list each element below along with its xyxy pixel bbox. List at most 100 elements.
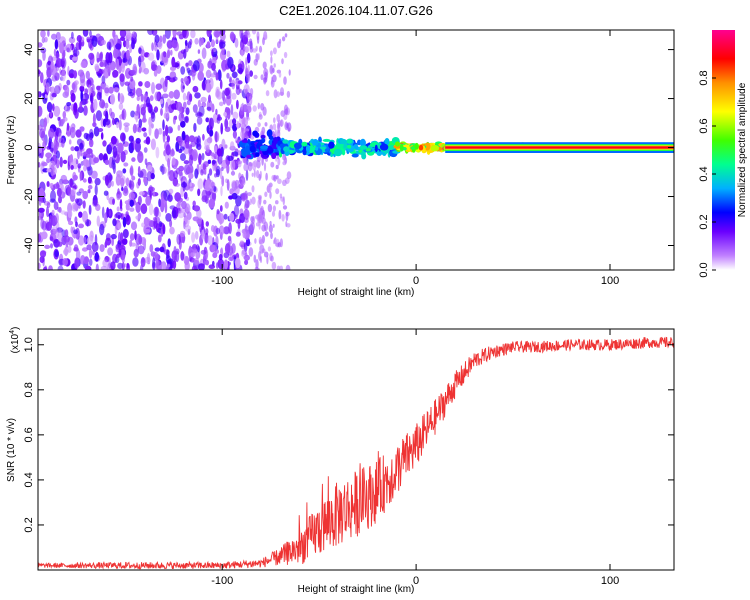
- heatmap-cell: [85, 70, 91, 80]
- heatmap-cell: [159, 35, 163, 43]
- heatmap-cell: [112, 30, 116, 39]
- heatmap-cell: [315, 146, 319, 151]
- heatmap-cell: [286, 223, 291, 228]
- heatmap-cell: [205, 221, 209, 227]
- heatmap-cell: [90, 152, 94, 159]
- heatmap-cell: [215, 108, 218, 115]
- heatmap-cell: [104, 84, 110, 97]
- heatmap-cell: [47, 60, 52, 66]
- heatmap-cell: [216, 165, 221, 176]
- heatmap-cell: [219, 79, 223, 90]
- heatmap-cell: [94, 251, 100, 262]
- heatmap-cell: [108, 257, 111, 269]
- heatmap-cell: [201, 219, 204, 230]
- heatmap-cell: [208, 198, 215, 209]
- heatmap-cell: [149, 95, 154, 102]
- heatmap-cell: [191, 149, 198, 162]
- heatmap-cell: [230, 159, 236, 171]
- heatmap-cell: [235, 86, 241, 96]
- spectrogram-x-label: Height of straight line (km): [298, 287, 415, 298]
- heatmap-cell: [320, 146, 326, 150]
- heatmap-cell: [201, 47, 207, 60]
- spectrogram-frame: [37, 29, 675, 271]
- heatmap-cell: [104, 241, 108, 249]
- heatmap-cell: [224, 126, 231, 133]
- heatmap-cell: [108, 209, 112, 217]
- heatmap-cell: [241, 139, 248, 143]
- heatmap-cell: [237, 67, 244, 74]
- heatmap-cell: [221, 175, 225, 187]
- heatmap-cell: [83, 236, 87, 245]
- heatmap-cell: [206, 41, 211, 49]
- heatmap-cell: [242, 231, 247, 239]
- heatmap-cell: [132, 257, 139, 267]
- heatmap-cell: [113, 87, 120, 93]
- heatmap-cell: [140, 168, 147, 179]
- heatmap-cell: [96, 57, 101, 63]
- heatmap-cell: [185, 62, 189, 67]
- heatmap-cell: [182, 92, 187, 101]
- heatmap-cell: [226, 72, 230, 79]
- heatmap-cell: [262, 209, 266, 219]
- heatmap-cell: [305, 144, 311, 153]
- heatmap-cell: [264, 231, 269, 237]
- heatmap-cell: [264, 71, 268, 81]
- heatmap-cell: [293, 142, 302, 149]
- heatmap-cell: [115, 43, 122, 50]
- heatmap-cell: [192, 200, 196, 207]
- snr-scale-exponent: 4: [9, 330, 16, 334]
- heatmap-cell: [170, 66, 176, 71]
- heatmap-cell: [92, 113, 96, 125]
- heatmap-cell: [184, 203, 191, 215]
- heatmap-cell: [241, 174, 244, 179]
- heatmap-cell: [284, 108, 289, 115]
- heatmap-cell: [118, 119, 122, 131]
- heatmap-cell: [229, 251, 234, 262]
- heatmap-cell: [71, 31, 74, 39]
- heatmap-cell: [165, 124, 169, 137]
- heatmap-cell: [74, 80, 79, 86]
- heatmap-cell: [251, 172, 254, 177]
- heatmap-cell: [132, 123, 137, 134]
- heatmap-cell: [183, 116, 189, 123]
- heatmap-cell: [225, 87, 232, 100]
- heatmap-cell: [88, 39, 93, 49]
- heatmap-cell: [260, 74, 264, 81]
- heatmap-cell: [45, 82, 50, 93]
- heatmap-cell: [110, 135, 117, 145]
- heatmap-cell: [93, 99, 98, 111]
- heatmap-cell: [276, 265, 281, 270]
- heatmap-cell: [177, 200, 182, 207]
- heatmap-cell: [99, 61, 104, 67]
- heatmap-cell: [44, 36, 48, 43]
- heatmap-cell: [267, 246, 271, 252]
- heatmap-cell: [230, 104, 234, 116]
- heatmap-cell: [241, 123, 245, 128]
- heatmap-cell: [233, 204, 240, 217]
- heatmap-cell: [167, 238, 171, 248]
- heatmap-cell: [217, 114, 221, 119]
- heatmap-cell: [215, 227, 221, 235]
- heatmap-cell: [179, 230, 186, 238]
- heatmap-cell: [281, 58, 284, 65]
- heatmap-cell: [190, 69, 197, 77]
- heatmap-cell: [340, 138, 347, 145]
- heatmap-cell: [140, 257, 146, 268]
- heatmap-cell: [277, 123, 281, 134]
- heatmap-cell: [280, 110, 286, 117]
- heatmap-cell: [197, 71, 204, 81]
- heatmap-cell: [163, 51, 167, 58]
- heatmap-cell: [123, 122, 130, 127]
- x-tick-label: -100: [211, 275, 233, 287]
- heatmap-cell: [137, 151, 144, 163]
- colorbar-gradient: [712, 30, 735, 270]
- heatmap-cell: [130, 221, 138, 231]
- heatmap-cell: [245, 30, 248, 38]
- heatmap-cell: [70, 92, 76, 103]
- heatmap-cell: [145, 136, 151, 145]
- heatmap-cell: [150, 138, 156, 151]
- heatmap-cell: [51, 209, 55, 216]
- heatmap-cell: [129, 180, 135, 191]
- heatmap-cell: [73, 244, 79, 252]
- heatmap-cell: [245, 88, 249, 97]
